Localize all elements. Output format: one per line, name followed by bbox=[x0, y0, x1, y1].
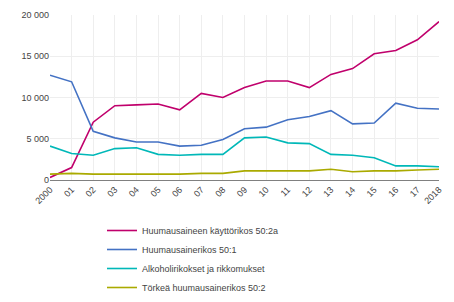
svg-text:04: 04 bbox=[127, 185, 141, 199]
svg-text:2000: 2000 bbox=[33, 185, 54, 206]
svg-text:11: 11 bbox=[279, 185, 293, 199]
svg-text:17: 17 bbox=[408, 185, 422, 199]
svg-text:0: 0 bbox=[44, 175, 49, 185]
svg-text:2018: 2018 bbox=[422, 185, 443, 206]
svg-text:02: 02 bbox=[84, 185, 98, 199]
svg-text:10: 10 bbox=[257, 185, 271, 199]
svg-text:01: 01 bbox=[62, 185, 76, 199]
svg-text:05: 05 bbox=[149, 185, 163, 199]
svg-text:15 000: 15 000 bbox=[21, 51, 49, 61]
svg-text:Huumausaineen käyttörikos 50:2: Huumausaineen käyttörikos 50:2a bbox=[142, 226, 278, 236]
svg-text:16: 16 bbox=[386, 185, 400, 199]
svg-text:Huumausainerikos 50:1: Huumausainerikos 50:1 bbox=[142, 245, 237, 255]
svg-text:07: 07 bbox=[192, 185, 206, 199]
svg-text:14: 14 bbox=[343, 185, 357, 199]
svg-text:5 000: 5 000 bbox=[26, 134, 49, 144]
svg-text:13: 13 bbox=[321, 185, 335, 199]
svg-text:Alkoholirikokset ja rikkomukse: Alkoholirikokset ja rikkomukset bbox=[142, 264, 265, 274]
svg-text:09: 09 bbox=[235, 185, 249, 199]
svg-text:12: 12 bbox=[300, 185, 314, 199]
svg-text:20 000: 20 000 bbox=[21, 10, 49, 20]
svg-text:03: 03 bbox=[105, 185, 119, 199]
svg-text:06: 06 bbox=[170, 185, 184, 199]
svg-text:10 000: 10 000 bbox=[21, 93, 49, 103]
svg-text:15: 15 bbox=[365, 185, 379, 199]
svg-text:08: 08 bbox=[213, 185, 227, 199]
svg-text:Törkeä huumausainerikos 50:2: Törkeä huumausainerikos 50:2 bbox=[142, 283, 266, 293]
